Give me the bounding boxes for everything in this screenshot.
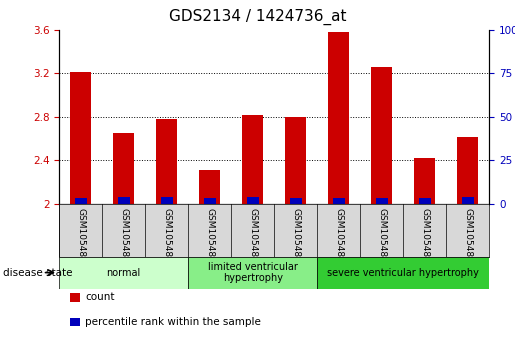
- Text: GSM105482: GSM105482: [291, 208, 300, 263]
- Bar: [419, 198, 431, 354]
- Bar: [328, 32, 350, 354]
- Bar: [247, 196, 259, 354]
- Bar: [113, 133, 134, 354]
- Bar: [290, 198, 302, 354]
- Bar: [462, 196, 474, 354]
- Bar: [75, 198, 87, 354]
- Bar: [70, 72, 92, 354]
- Text: limited ventricular
hypertrophy: limited ventricular hypertrophy: [208, 262, 298, 284]
- Text: GSM105484: GSM105484: [377, 208, 386, 263]
- Text: GSM105489: GSM105489: [162, 208, 171, 263]
- Text: GSM105487: GSM105487: [76, 208, 85, 263]
- Text: GDS2134 / 1424736_at: GDS2134 / 1424736_at: [169, 9, 346, 25]
- Bar: [333, 198, 345, 354]
- Text: percentile rank within the sample: percentile rank within the sample: [85, 317, 261, 327]
- Text: disease state: disease state: [3, 268, 72, 278]
- Text: GSM105483: GSM105483: [334, 208, 343, 263]
- Text: GSM105488: GSM105488: [119, 208, 128, 263]
- Bar: [188, 257, 317, 289]
- Bar: [161, 196, 173, 354]
- Bar: [199, 170, 220, 354]
- Bar: [376, 198, 388, 354]
- Bar: [414, 158, 436, 354]
- Bar: [317, 257, 489, 289]
- Bar: [118, 196, 130, 354]
- Bar: [371, 67, 392, 354]
- Text: normal: normal: [107, 268, 141, 278]
- Bar: [242, 115, 264, 354]
- Bar: [285, 117, 306, 354]
- Text: GSM105485: GSM105485: [420, 208, 429, 263]
- Text: GSM105486: GSM105486: [464, 208, 472, 263]
- Text: severe ventricular hypertrophy: severe ventricular hypertrophy: [328, 268, 479, 278]
- Text: GSM105481: GSM105481: [248, 208, 257, 263]
- Text: GSM105480: GSM105480: [205, 208, 214, 263]
- Text: count: count: [85, 292, 114, 302]
- Bar: [59, 257, 188, 289]
- Bar: [204, 198, 216, 354]
- Bar: [457, 137, 478, 354]
- Bar: [156, 119, 178, 354]
